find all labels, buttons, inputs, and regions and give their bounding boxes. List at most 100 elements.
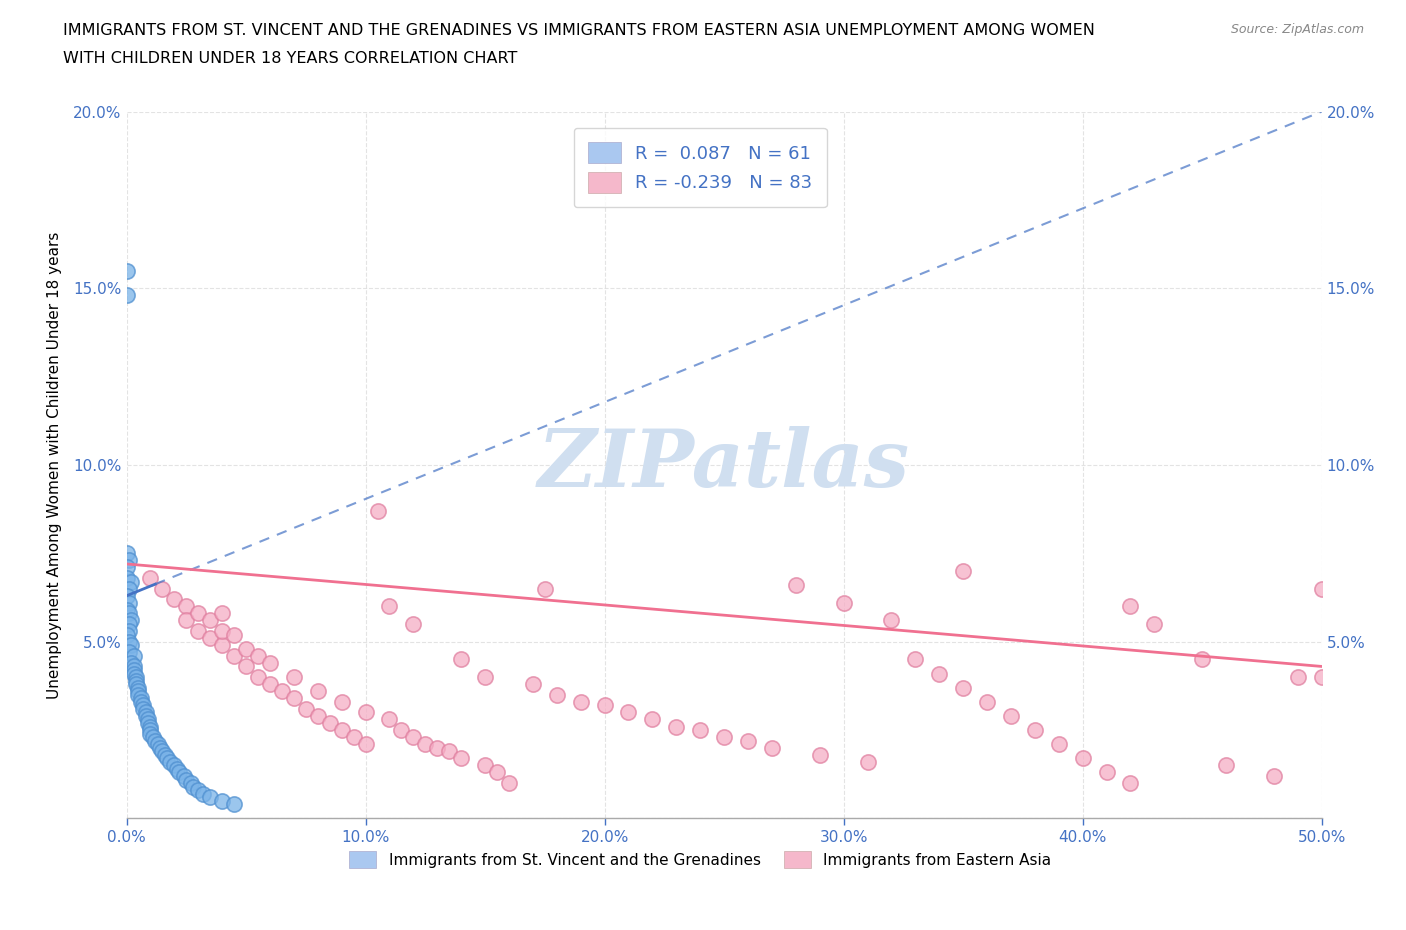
Point (378, 599, 401, 614)
Point (1047, 737, 1070, 751)
Point (163, 591, 186, 606)
Point (569, 695, 592, 710)
Point (1286, 670, 1309, 684)
Point (533, 581, 555, 596)
Point (366, 503, 388, 518)
Point (450, 751, 472, 765)
Point (120, 574, 142, 589)
Point (122, 662, 145, 677)
Point (856, 754, 879, 769)
Point (120, 638, 142, 653)
Point (139, 571, 162, 586)
Point (713, 730, 735, 745)
Point (211, 793, 233, 808)
Point (761, 740, 783, 755)
Point (354, 737, 377, 751)
Point (118, 624, 141, 639)
Point (135, 705, 157, 720)
Point (426, 740, 449, 755)
Point (1143, 617, 1166, 631)
Point (118, 581, 141, 596)
Point (146, 737, 169, 751)
Point (247, 648, 270, 663)
Point (118, 617, 141, 631)
Point (689, 723, 711, 737)
Point (125, 673, 148, 688)
Point (153, 748, 176, 763)
Point (808, 748, 831, 763)
Point (174, 599, 197, 614)
Point (136, 715, 159, 730)
Point (1071, 751, 1094, 765)
Y-axis label: Unemployment Among Women with Children Under 18 years: Unemployment Among Women with Children U… (48, 232, 62, 698)
Point (474, 670, 496, 684)
Point (270, 684, 294, 698)
Point (785, 578, 807, 592)
Point (307, 709, 329, 724)
Point (115, 288, 138, 303)
Point (115, 627, 138, 642)
Point (498, 776, 520, 790)
Point (402, 730, 425, 745)
Point (159, 754, 181, 769)
Point (235, 642, 257, 657)
Point (283, 691, 305, 706)
Point (1000, 709, 1022, 724)
Point (235, 659, 257, 674)
Point (318, 715, 342, 730)
Point (641, 712, 664, 727)
Point (1310, 581, 1333, 596)
Point (122, 666, 145, 681)
Point (156, 751, 179, 765)
Point (143, 733, 166, 748)
Point (127, 687, 149, 702)
Point (115, 589, 138, 604)
Point (125, 677, 148, 692)
Point (129, 691, 152, 706)
Point (222, 648, 246, 663)
Legend: Immigrants from St. Vincent and the Grenadines, Immigrants from Eastern Asia: Immigrants from St. Vincent and the Gren… (343, 844, 1057, 874)
Point (450, 652, 472, 667)
Point (118, 553, 141, 568)
Point (1119, 776, 1142, 790)
Point (150, 744, 174, 759)
Point (180, 776, 202, 790)
Point (142, 730, 165, 745)
Point (135, 709, 157, 724)
Point (118, 595, 141, 610)
Point (211, 606, 233, 621)
Point (354, 705, 377, 720)
Point (474, 758, 496, 773)
Point (1024, 723, 1046, 737)
Point (200, 631, 222, 645)
Point (378, 712, 401, 727)
Text: WITH CHILDREN UNDER 18 YEARS CORRELATION CHART: WITH CHILDREN UNDER 18 YEARS CORRELATION… (63, 51, 517, 66)
Point (166, 762, 188, 777)
Point (343, 730, 366, 745)
Point (391, 723, 413, 737)
Point (120, 613, 142, 628)
Point (247, 670, 270, 684)
Point (118, 644, 141, 659)
Point (522, 677, 544, 692)
Point (118, 606, 141, 621)
Point (211, 624, 233, 639)
Point (118, 634, 141, 649)
Point (330, 695, 353, 710)
Point (1119, 599, 1142, 614)
Point (439, 744, 461, 759)
Point (259, 656, 281, 671)
Point (294, 701, 316, 716)
Point (187, 783, 209, 798)
Point (187, 624, 209, 639)
Point (593, 698, 616, 712)
Point (904, 652, 927, 667)
Point (191, 786, 214, 801)
Point (307, 684, 329, 698)
Point (1263, 768, 1285, 783)
Point (222, 797, 246, 812)
Point (167, 765, 190, 780)
Point (413, 737, 436, 751)
Point (173, 768, 195, 783)
Text: IMMIGRANTS FROM ST. VINCENT AND THE GRENADINES VS IMMIGRANTS FROM EASTERN ASIA U: IMMIGRANTS FROM ST. VINCENT AND THE GREN… (63, 23, 1095, 38)
